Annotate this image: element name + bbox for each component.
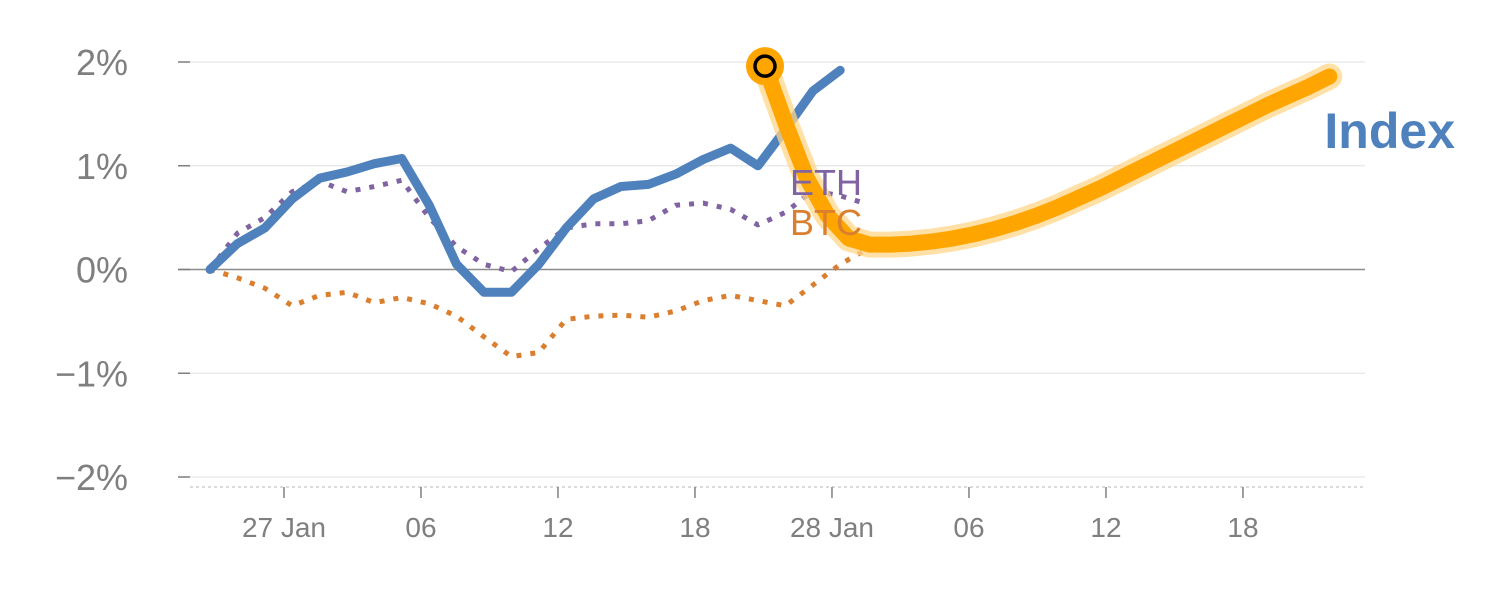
y-tick-label: −1% xyxy=(55,353,128,394)
x-tick-label: 06 xyxy=(405,512,436,543)
series-layer xyxy=(205,65,869,360)
y-axis: 2% 1% 0% −1% −2% xyxy=(55,42,190,498)
series-label-eth: ETH xyxy=(790,162,862,203)
y-tick-label: 1% xyxy=(76,146,128,187)
highlight-point-marker xyxy=(753,54,777,78)
x-axis: 27 Jan 06 12 18 28 Jan 06 12 18 xyxy=(190,486,1365,543)
y-tick-label: −2% xyxy=(55,457,128,498)
x-tick-label: 18 xyxy=(679,512,710,543)
x-tick-label: 27 Jan xyxy=(242,512,326,543)
x-tick-label: 06 xyxy=(953,512,984,543)
series-line-index xyxy=(205,65,845,297)
x-tick-label: 28 Jan xyxy=(790,512,874,543)
y-tick-label: 0% xyxy=(76,250,128,291)
series-label-index: Index xyxy=(1324,103,1455,159)
grid xyxy=(178,61,1365,478)
y-tick-label: 2% xyxy=(76,42,128,83)
highlight-trend-line xyxy=(757,58,1338,253)
series-label-btc: BTC xyxy=(790,202,862,243)
x-tick-label: 12 xyxy=(542,512,573,543)
highlight-layer xyxy=(746,47,1343,258)
x-tick-label: 18 xyxy=(1227,512,1258,543)
x-tick-label: 12 xyxy=(1090,512,1121,543)
